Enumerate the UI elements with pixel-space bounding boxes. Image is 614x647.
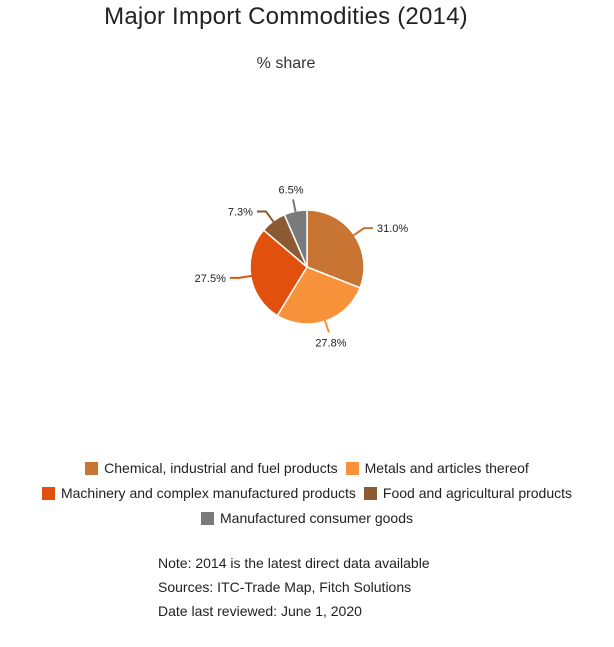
legend-label-chemical: Chemical, industrial and fuel products: [104, 460, 338, 476]
legend-item-food[interactable]: Food and agricultural products: [363, 484, 573, 502]
legend-swatch-machinery: [41, 486, 55, 500]
legend-swatch-consumer: [201, 511, 214, 525]
legend-item-machinery[interactable]: Machinery and complex manufactured produ…: [41, 484, 356, 502]
legend-label-metals: Metals and articles thereof: [364, 460, 529, 476]
legend-label-machinery: Machinery and complex manufactured produ…: [60, 485, 356, 501]
legend-item-consumer[interactable]: Manufactured consumer goods: [201, 509, 413, 527]
legend-swatch-chemical: [85, 461, 99, 475]
data-label-food: 7.3%: [228, 207, 253, 219]
legend-swatch-metals: [345, 461, 359, 475]
leader-line-chemical: [351, 227, 374, 237]
chart-subtitle: % share: [256, 55, 316, 72]
leader-line-consumer: [292, 199, 297, 214]
legend-row-3: Manufactured consumer goods: [0, 509, 614, 527]
data-label-machinery: 27.5%: [195, 273, 226, 285]
legend-row-1: Chemical, industrial and fuel products M…: [0, 459, 614, 477]
chart-title: Major Import Commodities (2014): [104, 3, 468, 30]
legend-item-metals[interactable]: Metals and articles thereof: [345, 459, 529, 477]
review-date-text: Date last reviewed: June 1, 2020: [158, 603, 362, 619]
legend-label-food: Food and agricultural products: [382, 485, 573, 501]
leader-line-machinery: [229, 274, 253, 279]
legend-row-2: Machinery and complex manufactured produ…: [0, 484, 614, 502]
data-label-metals: 27.8%: [315, 337, 346, 349]
sources-text: Sources: ITC-Trade Map, Fitch Solutions: [158, 579, 412, 595]
data-label-consumer: 6.5%: [278, 184, 303, 196]
pie-chart: 31.0% 27.8% 27.5% 7.3% 6.5%: [195, 184, 409, 349]
note-text: Note: 2014 is the latest direct data ava…: [158, 555, 430, 571]
legend-label-consumer: Manufactured consumer goods: [220, 510, 413, 526]
leader-line-metals: [323, 318, 330, 333]
legend-swatch-food: [363, 486, 377, 500]
leader-line-food: [256, 210, 276, 224]
data-label-chemical: 31.0%: [377, 223, 408, 235]
chart-notes: Note: 2014 is the latest direct data ava…: [158, 551, 430, 623]
legend-item-chemical[interactable]: Chemical, industrial and fuel products: [85, 459, 338, 477]
